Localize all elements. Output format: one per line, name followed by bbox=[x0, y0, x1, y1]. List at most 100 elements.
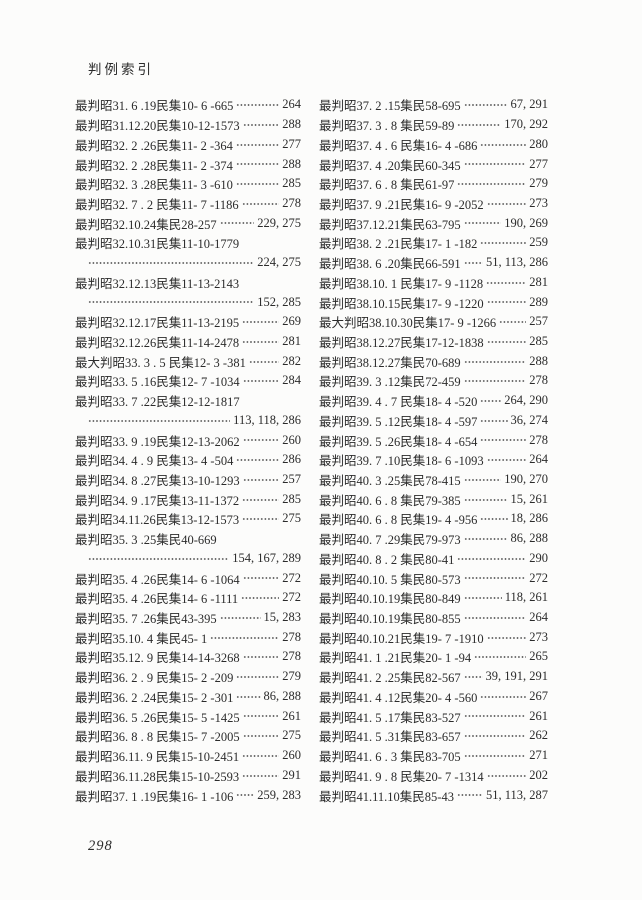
case-citation: 最判昭41. 5 .17集民83-527 bbox=[319, 710, 461, 725]
dot-leader bbox=[463, 532, 508, 545]
page-numbers: 278 bbox=[282, 649, 301, 664]
dot-leader bbox=[463, 98, 508, 112]
dot-leader bbox=[463, 571, 527, 585]
index-entry: 最判昭32.10.24集民28-257 229, 275 bbox=[75, 213, 301, 233]
index-entry: 最判昭39. 5 .26民集18- 4 -654 278 bbox=[319, 430, 548, 450]
page-numbers: 261 bbox=[282, 708, 301, 723]
case-citation: 最判昭35. 4 .26民集14- 6 -1111 bbox=[75, 592, 239, 607]
page-header-title: 判例索引 bbox=[88, 62, 154, 77]
index-entry: 最判昭40. 6 . 8 民集19- 4 -956 18, 286 bbox=[319, 509, 548, 529]
index-entry: 最判昭35. 4 .26民集14- 6 -1111 272 bbox=[75, 588, 301, 608]
page-numbers: 264 bbox=[282, 97, 301, 112]
dot-leader bbox=[486, 276, 527, 289]
index-entry: 最判昭36. 2 . 9 民集15- 2 -209 279 bbox=[75, 667, 301, 687]
page-numbers: 265 bbox=[529, 649, 548, 664]
case-citation: 最判昭40.10.21民集19- 7 -1910 bbox=[319, 631, 484, 646]
dot-leader bbox=[242, 315, 280, 329]
dot-leader bbox=[480, 414, 508, 427]
page-numbers: 264 bbox=[529, 452, 548, 467]
case-citation: 最判昭33. 9 .19民集12-13-2062 bbox=[75, 434, 240, 449]
dot-leader bbox=[463, 749, 527, 762]
index-entry: 最判昭36.11. 9 民集15-10-2451 260 bbox=[75, 746, 301, 766]
page-numbers: 170, 292 bbox=[504, 117, 548, 132]
case-citation: 最判昭36. 2 . 9 民集15- 2 -209 bbox=[75, 671, 234, 686]
dot-leader bbox=[241, 591, 280, 605]
index-entry: 最判昭33. 7 .22民集12-12-1817 bbox=[75, 391, 301, 411]
dot-leader bbox=[463, 492, 508, 506]
case-citation: 最判昭37. 4 .20集民60-345 bbox=[319, 158, 461, 173]
case-citation: 最判昭41. 4 .12民集20- 4 -560 bbox=[319, 690, 478, 705]
dot-leader bbox=[480, 512, 508, 526]
page-numbers: 281 bbox=[282, 333, 301, 348]
page-numbers: 279 bbox=[282, 669, 301, 684]
index-entry: 最判昭37. 1 .19民集16- 1 -106 259, 283 bbox=[75, 785, 301, 805]
dot-leader bbox=[236, 788, 255, 802]
case-citation: 最判昭35. 7 .26集民43-395 bbox=[75, 612, 217, 627]
case-citation: 最判昭36.11. 9 民集15-10-2451 bbox=[75, 750, 240, 765]
dot-leader bbox=[242, 769, 280, 782]
page-numbers: 272 bbox=[282, 570, 301, 585]
dot-leader bbox=[457, 177, 527, 190]
case-citation: 最判昭41.11.10集民85-43 bbox=[319, 789, 454, 804]
case-citation: 最判昭32.10.31民集11-10-1779 bbox=[75, 237, 240, 252]
dot-leader bbox=[235, 138, 280, 151]
index-entry: 224, 275 bbox=[75, 253, 301, 273]
index-columns: 最判昭31. 6 .19民集10- 6 -665 264 最判昭31.12.20民集… bbox=[75, 95, 548, 805]
index-entry: 最判昭38.12.27民集17-12-1838 285 bbox=[319, 332, 548, 352]
index-entry: 最判昭41. 2 .25集民82-567 39, 191, 291 bbox=[319, 667, 548, 687]
index-entry: 最判昭38. 2 .21民集17- 1 -182 259 bbox=[319, 233, 548, 253]
index-entry: 最判昭37. 4 .20集民60-345 277 bbox=[319, 154, 548, 174]
case-citation: 最判昭37. 3 . 8 集民59-89 bbox=[319, 119, 455, 134]
page-numbers: 289 bbox=[529, 294, 548, 309]
case-citation: 最判昭34.11.26民集13-12-1573 bbox=[75, 513, 240, 528]
dot-leader bbox=[463, 729, 527, 743]
page-numbers: 260 bbox=[282, 432, 301, 447]
index-entry: 最判昭37. 3 . 8 集民59-89 170, 292 bbox=[319, 115, 548, 135]
page-numbers: 113, 118, 286 bbox=[233, 412, 301, 427]
index-entry: 最判昭37. 2 .15集民58-695 67, 291 bbox=[319, 95, 548, 115]
page-numbers: 278 bbox=[282, 195, 301, 210]
page-numbers: 259 bbox=[529, 235, 548, 250]
index-entry: 最判昭39. 4 . 7 民集18- 4 -520 264, 290 bbox=[319, 391, 548, 411]
index-entry: 最判昭37. 4 . 6 民集16- 4 -686 280 bbox=[319, 134, 548, 154]
index-entry: 最判昭31.12.20民集10-12-1573 288 bbox=[75, 115, 301, 135]
index-entry: 最大判昭33. 3 . 5 民集12- 3 -381 282 bbox=[75, 351, 301, 371]
dot-leader bbox=[463, 670, 483, 683]
case-citation: 最判昭31. 6 .19民集10- 6 -665 bbox=[75, 99, 234, 114]
case-citation: 最判昭40.10.19集民80-849 bbox=[319, 592, 461, 607]
page-numbers: 262 bbox=[529, 728, 548, 743]
case-citation: 最大判昭33. 3 . 5 民集12- 3 -381 bbox=[75, 355, 246, 370]
dot-leader bbox=[463, 374, 527, 388]
page-numbers: 281 bbox=[529, 274, 548, 289]
case-citation: 最判昭37. 1 .19民集16- 1 -106 bbox=[75, 789, 234, 804]
case-citation: 最判昭32.10.24集民28-257 bbox=[75, 217, 217, 232]
index-entry: 最判昭32.10.31民集11-10-1779 bbox=[75, 233, 301, 253]
case-citation: 最判昭36.11.28民集15-10-2593 bbox=[75, 769, 240, 784]
page-numbers: 67, 291 bbox=[510, 97, 549, 112]
case-citation: 最判昭40.10. 5 集民80-573 bbox=[319, 572, 461, 587]
case-citation: 最判昭32. 3 .28民集11- 3 -610 bbox=[75, 178, 233, 193]
dot-leader bbox=[236, 453, 280, 467]
index-entry: 最判昭32. 2 .26民集11- 2 -364 277 bbox=[75, 134, 301, 154]
dot-leader bbox=[236, 670, 280, 683]
page-numbers: 286 bbox=[282, 452, 301, 467]
page-numbers: 278 bbox=[282, 629, 301, 644]
case-citation: 最判昭34. 8 .27民集13-10-1293 bbox=[75, 474, 240, 489]
index-entry: 最判昭32.12.26民集11-14-2478 281 bbox=[75, 332, 301, 352]
index-entry: 最判昭40.10.19集民80-855 264 bbox=[319, 608, 548, 628]
index-entry: 最判昭41. 6 . 3 集民83-705 271 bbox=[319, 746, 548, 766]
case-citation: 最判昭36. 2 .24民集15- 2 -301 bbox=[75, 690, 234, 705]
index-entry: 最判昭40.10.19集民80-849 118, 261 bbox=[319, 588, 548, 608]
dot-leader bbox=[456, 788, 483, 802]
page-numbers: 154, 167, 289 bbox=[232, 550, 301, 565]
page-numbers: 271 bbox=[529, 748, 548, 763]
dot-leader bbox=[486, 769, 527, 782]
page-numbers: 260 bbox=[282, 748, 301, 763]
dot-leader bbox=[242, 749, 280, 762]
page-numbers: 257 bbox=[529, 314, 548, 329]
case-citation: 最判昭37.12.21集民63-795 bbox=[319, 217, 461, 232]
case-citation: 最判昭32. 2 .28民集11- 2 -374 bbox=[75, 158, 233, 173]
dot-leader bbox=[242, 709, 280, 723]
index-entry: 最判昭33. 5 .16民集12- 7 -1034 284 bbox=[75, 371, 301, 391]
case-citation: 最判昭40. 6 . 8 集民79-385 bbox=[319, 493, 461, 508]
